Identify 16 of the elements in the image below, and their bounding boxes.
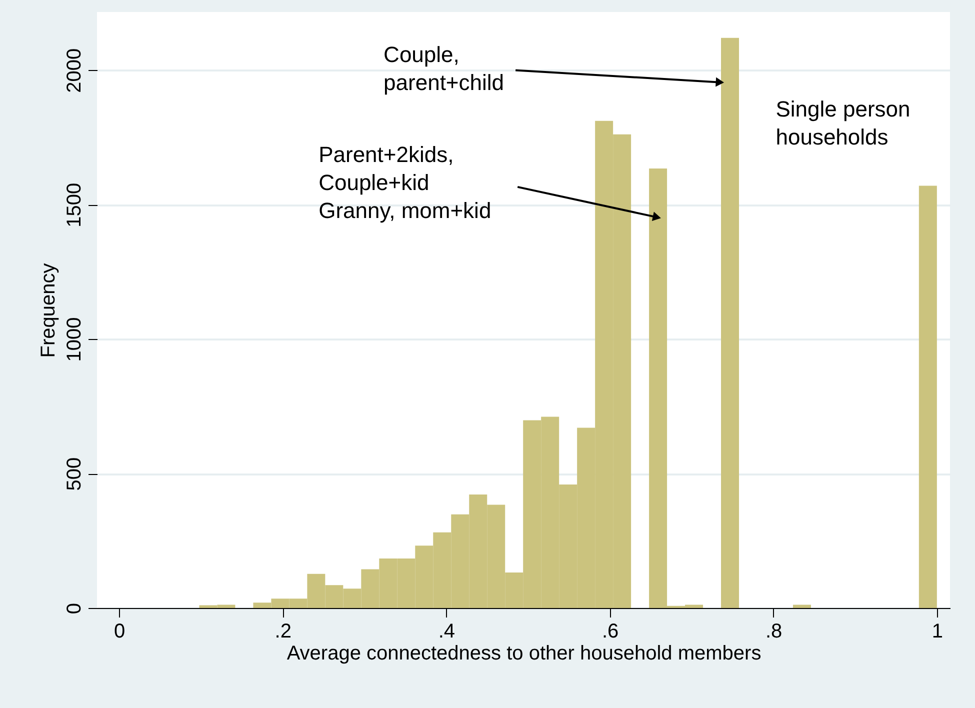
y-tick-label: 0 [64, 602, 86, 614]
annotation: Parent+2kids, Couple+kid Granny, mom+kid [318, 142, 492, 223]
x-axis-title: Average connectedness to other household members [286, 642, 762, 664]
y-tick-label: 2000 [64, 48, 86, 93]
x-tick-label: .4 [438, 620, 456, 642]
annotation: Couple, parent+child [384, 42, 504, 96]
x-tick-label: .2 [274, 620, 292, 642]
y-tick-label: 1000 [64, 317, 86, 362]
x-tick-label: 1 [932, 620, 943, 642]
y-axis-title: Frequency [38, 263, 60, 358]
y-tick-label: 500 [64, 457, 86, 491]
x-tick-label: 0 [114, 620, 126, 642]
y-tick-label: 1500 [64, 182, 86, 228]
x-tick-label: .8 [766, 620, 782, 642]
annotation: Single person households [776, 96, 910, 150]
x-tick-label: .6 [602, 620, 619, 642]
